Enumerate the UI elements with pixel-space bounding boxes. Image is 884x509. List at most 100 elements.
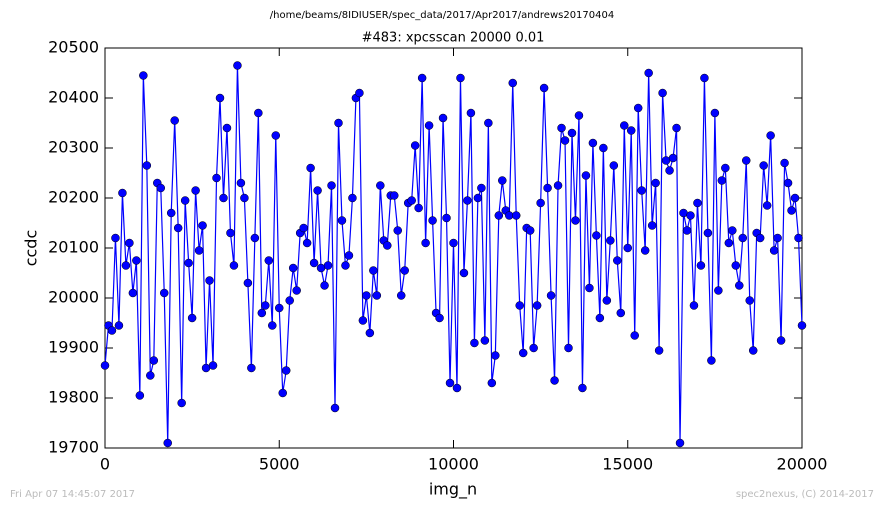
data-point: [341, 261, 350, 270]
data-point: [595, 313, 605, 323]
data-point: [491, 351, 500, 360]
y-axis-label: ccdc: [22, 230, 41, 267]
data-point: [644, 68, 653, 78]
data-point: [278, 388, 287, 398]
data-point: [313, 186, 322, 195]
data-point: [438, 113, 448, 123]
data-point: [602, 296, 612, 305]
data-point: [139, 71, 148, 80]
data-point: [337, 216, 347, 225]
data-point: [459, 268, 469, 278]
y-tick-label: 20100: [48, 238, 99, 257]
data-point: [358, 316, 368, 325]
data-point: [466, 108, 476, 118]
data-point: [250, 233, 260, 243]
data-point: [710, 108, 720, 118]
data-point: [288, 263, 298, 273]
data-point: [794, 233, 803, 243]
suptitle: /home/beams/8IDIUSER/spec_data/2017/Apr2…: [270, 10, 614, 21]
data-point: [159, 288, 169, 298]
data-point: [264, 256, 274, 265]
data-point: [281, 366, 291, 375]
data-point: [334, 118, 343, 128]
data-point: [407, 196, 416, 205]
data-point: [745, 296, 754, 305]
data-point: [738, 233, 748, 243]
data-point: [456, 73, 465, 83]
data-point: [735, 281, 744, 290]
x-tick-label: 5000: [259, 455, 300, 474]
data-point: [355, 88, 364, 98]
data-point: [651, 178, 660, 188]
data-point: [675, 438, 685, 448]
data-point: [748, 346, 758, 355]
data-point: [215, 93, 225, 103]
data-point: [567, 128, 577, 138]
data-point: [135, 391, 145, 400]
data-point: [571, 216, 580, 225]
data-point: [292, 286, 301, 295]
data-point: [689, 301, 699, 310]
data-point: [518, 348, 528, 358]
data-point: [557, 123, 566, 133]
data-point: [449, 238, 458, 248]
data-point: [654, 346, 664, 355]
data-point: [714, 286, 723, 295]
data-point: [254, 108, 263, 118]
data-point: [731, 261, 741, 270]
data-point: [222, 123, 232, 133]
data-point: [410, 141, 420, 150]
data-point: [247, 363, 256, 373]
data-point: [560, 136, 570, 145]
data-point: [724, 238, 734, 248]
data-point: [682, 226, 692, 235]
data-point: [344, 251, 354, 260]
data-point: [543, 183, 552, 193]
data-point: [647, 221, 657, 230]
data-point: [257, 308, 267, 318]
data-point: [229, 261, 239, 270]
data-point: [428, 216, 437, 225]
data-point: [149, 356, 159, 365]
y-tick-label: 20200: [48, 188, 99, 207]
data-point: [578, 383, 587, 393]
data-point: [393, 226, 402, 235]
data-point: [233, 61, 242, 70]
data-point: [480, 336, 490, 345]
data-point: [769, 246, 779, 255]
data-point: [146, 371, 155, 380]
data-point: [780, 158, 789, 168]
data-point: [445, 378, 455, 388]
data-point: [588, 138, 598, 148]
data-point: [156, 183, 166, 193]
data-point: [511, 211, 521, 220]
data-point: [783, 178, 793, 188]
data-point: [390, 191, 399, 200]
data-point: [536, 198, 545, 208]
data-point: [243, 278, 253, 288]
data-point: [477, 183, 486, 193]
data-point: [417, 73, 427, 83]
data-point: [121, 261, 131, 270]
x-axis-label: img_n: [429, 480, 477, 500]
data-point: [180, 196, 190, 205]
data-point: [470, 338, 479, 348]
data-point: [616, 308, 626, 318]
data-point: [797, 321, 807, 330]
data-point: [787, 206, 796, 215]
x-tick-label: 10000: [428, 455, 479, 474]
data-point: [620, 121, 629, 130]
data-point: [585, 283, 594, 293]
data-point: [271, 131, 281, 140]
data-point: [320, 281, 329, 290]
data-point: [452, 383, 462, 393]
data-point: [532, 301, 542, 310]
y-tick-label: 19700: [48, 438, 99, 457]
data-point: [525, 226, 535, 235]
data-point: [348, 193, 357, 203]
x-tick-label: 0: [100, 455, 110, 474]
data-point: [414, 203, 423, 213]
data-point: [372, 291, 382, 300]
data-point: [696, 261, 706, 270]
